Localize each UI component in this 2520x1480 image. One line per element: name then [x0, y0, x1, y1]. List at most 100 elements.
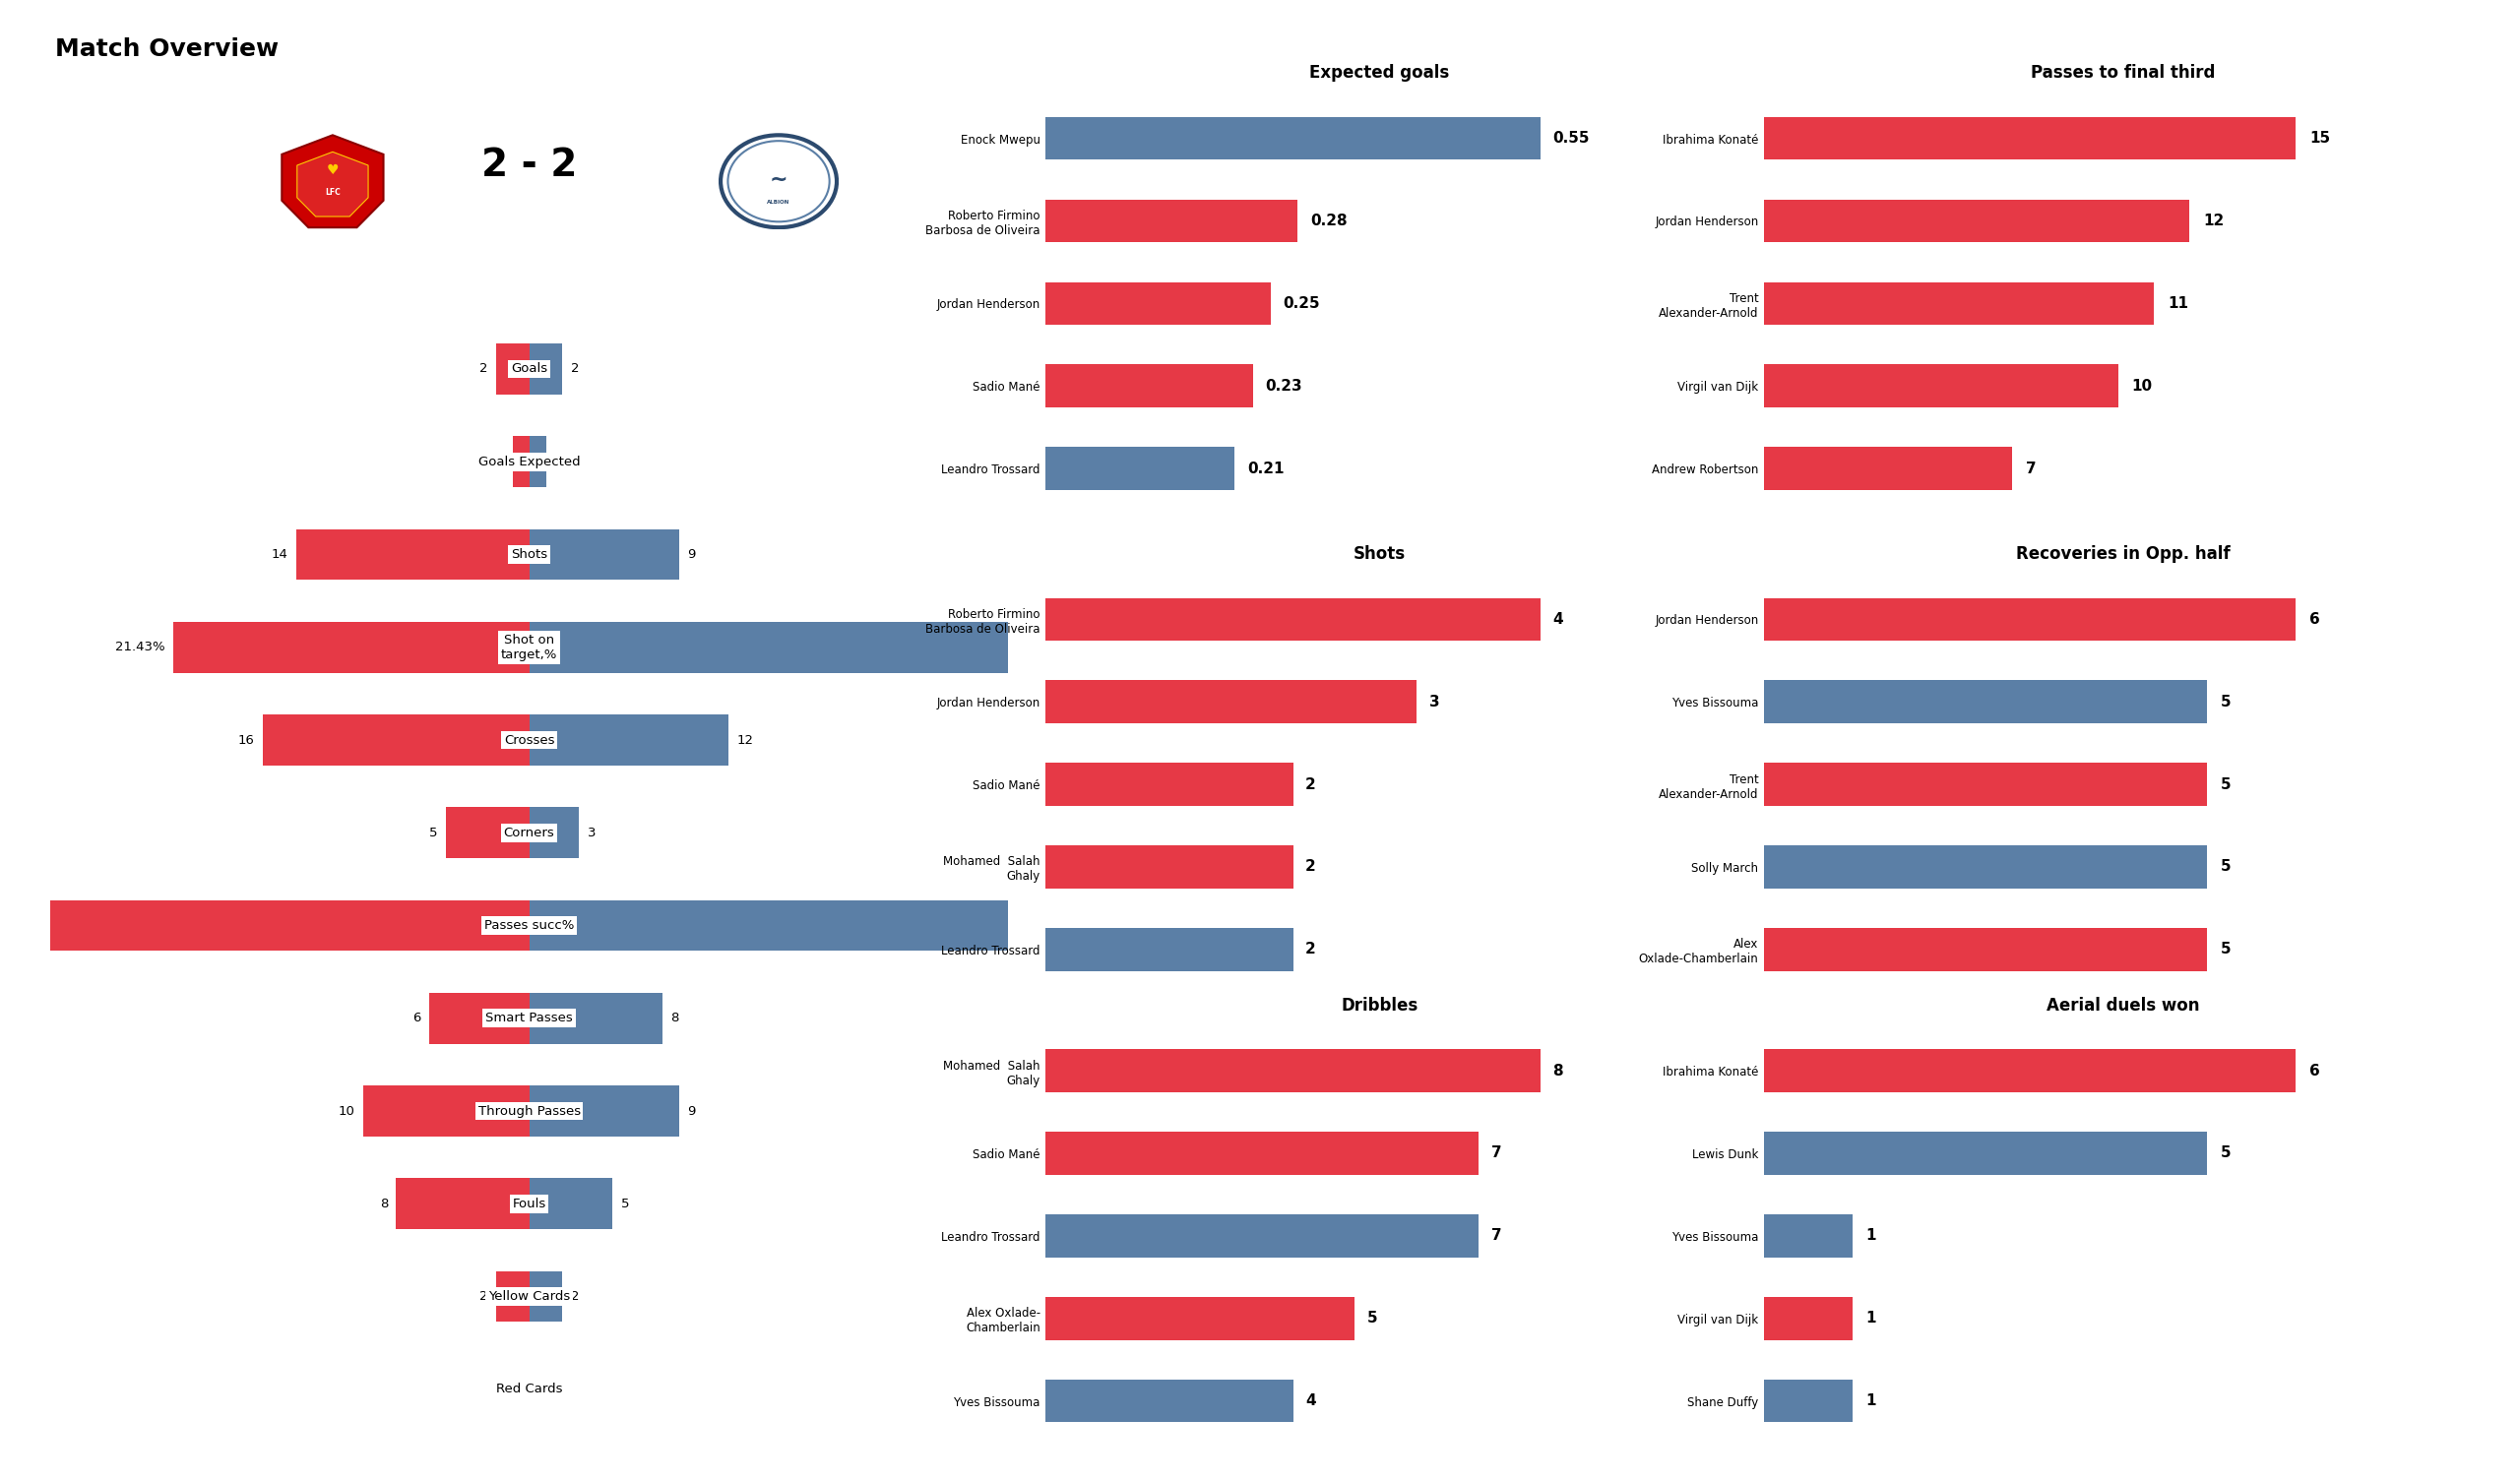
Bar: [1764, 1296, 1852, 1339]
Bar: [529, 622, 1638, 673]
Bar: [363, 1085, 529, 1137]
Text: 6: 6: [2308, 611, 2321, 626]
Text: 2: 2: [570, 1291, 580, 1302]
Text: 21.43%: 21.43%: [116, 641, 164, 654]
Text: 0: 0: [512, 1382, 522, 1396]
Text: 0.23: 0.23: [1265, 379, 1303, 394]
Bar: [297, 528, 529, 580]
Title: Aerial duels won: Aerial duels won: [2046, 996, 2200, 1014]
Text: Shot on
target,%: Shot on target,%: [501, 633, 557, 662]
Text: 2: 2: [479, 363, 489, 376]
Bar: [529, 807, 580, 858]
Bar: [1764, 681, 2208, 724]
Bar: [1046, 1214, 1479, 1257]
Text: 0.28: 0.28: [1310, 213, 1348, 228]
Text: 3: 3: [587, 826, 595, 839]
Title: Shots: Shots: [1353, 545, 1406, 562]
Bar: [1046, 364, 1252, 407]
Text: 8: 8: [381, 1197, 388, 1211]
Bar: [1046, 681, 1416, 724]
Bar: [529, 1178, 612, 1230]
Bar: [1764, 281, 2155, 324]
Text: 5: 5: [2220, 694, 2230, 709]
Bar: [1764, 200, 2190, 243]
Circle shape: [721, 135, 837, 228]
Bar: [1764, 1379, 1852, 1422]
Bar: [0, 900, 529, 952]
Bar: [1764, 845, 2208, 888]
Text: Fouls: Fouls: [512, 1197, 547, 1211]
Bar: [1046, 928, 1293, 971]
Circle shape: [728, 141, 829, 222]
Text: 6: 6: [2308, 1063, 2321, 1077]
Bar: [1046, 1296, 1356, 1339]
Bar: [396, 1178, 529, 1230]
Text: 2: 2: [479, 1291, 489, 1302]
Text: 5: 5: [2220, 1146, 2230, 1160]
Bar: [1046, 447, 1235, 490]
Bar: [1046, 598, 1540, 641]
Text: 1: 1: [1865, 1311, 1877, 1326]
Text: 0.25: 0.25: [1283, 296, 1320, 311]
Text: 11: 11: [2167, 296, 2187, 311]
Bar: [1764, 447, 2013, 490]
Bar: [1764, 598, 2296, 641]
Bar: [1764, 1049, 2296, 1092]
Bar: [496, 343, 529, 395]
Bar: [1764, 928, 2208, 971]
Text: 2: 2: [1305, 943, 1315, 958]
Text: 0: 0: [537, 1382, 547, 1396]
Text: 2 - 2: 2 - 2: [481, 147, 577, 184]
Bar: [446, 807, 529, 858]
Bar: [529, 1271, 562, 1322]
Text: 66.67%: 66.67%: [1646, 641, 1696, 654]
Bar: [1046, 117, 1540, 160]
Title: Passes to final third: Passes to final third: [2031, 64, 2215, 81]
Text: Match Overview: Match Overview: [55, 37, 280, 61]
Text: 4: 4: [1305, 1394, 1315, 1409]
Bar: [496, 1271, 529, 1322]
Bar: [1046, 845, 1293, 888]
Text: 3: 3: [1429, 694, 1439, 709]
Text: 5: 5: [2220, 860, 2230, 875]
Text: 16: 16: [239, 734, 255, 746]
Bar: [1046, 1379, 1293, 1422]
Bar: [529, 528, 678, 580]
Bar: [1764, 364, 2119, 407]
Text: Goals Expected: Goals Expected: [479, 456, 580, 468]
Text: LFC: LFC: [325, 188, 340, 197]
Bar: [1046, 281, 1270, 324]
Text: 14: 14: [272, 548, 287, 561]
Text: 1: 1: [1865, 1394, 1877, 1409]
Text: 7: 7: [1492, 1228, 1502, 1243]
Text: 4: 4: [1552, 611, 1562, 626]
Text: Red Cards: Red Cards: [496, 1382, 562, 1396]
Title: Recoveries in Opp. half: Recoveries in Opp. half: [2016, 545, 2230, 562]
Text: 9: 9: [688, 548, 696, 561]
Text: 12: 12: [2202, 213, 2223, 228]
Text: 1: 1: [1865, 1228, 1877, 1243]
Bar: [1764, 1214, 1852, 1257]
Text: 7: 7: [2026, 462, 2036, 477]
Text: 9: 9: [688, 1104, 696, 1117]
Text: Through Passes: Through Passes: [479, 1104, 580, 1117]
Bar: [1046, 1049, 1540, 1092]
Text: 2: 2: [1305, 777, 1315, 792]
Polygon shape: [297, 152, 368, 216]
Text: 5: 5: [1368, 1311, 1378, 1326]
Text: Yellow Cards: Yellow Cards: [489, 1291, 570, 1302]
Bar: [529, 993, 663, 1043]
Text: 5: 5: [428, 826, 438, 839]
Text: 12: 12: [736, 734, 753, 746]
Text: 1.01: 1.01: [554, 456, 582, 468]
Bar: [1046, 764, 1293, 805]
Text: ALBION: ALBION: [766, 200, 791, 204]
Bar: [1764, 117, 2296, 160]
Text: 2: 2: [1305, 860, 1315, 875]
Bar: [174, 622, 529, 673]
Text: Smart Passes: Smart Passes: [486, 1012, 572, 1024]
Text: 0.21: 0.21: [1247, 462, 1285, 477]
Title: Dribbles: Dribbles: [1341, 996, 1419, 1014]
Bar: [529, 900, 1870, 952]
Bar: [1046, 200, 1298, 243]
